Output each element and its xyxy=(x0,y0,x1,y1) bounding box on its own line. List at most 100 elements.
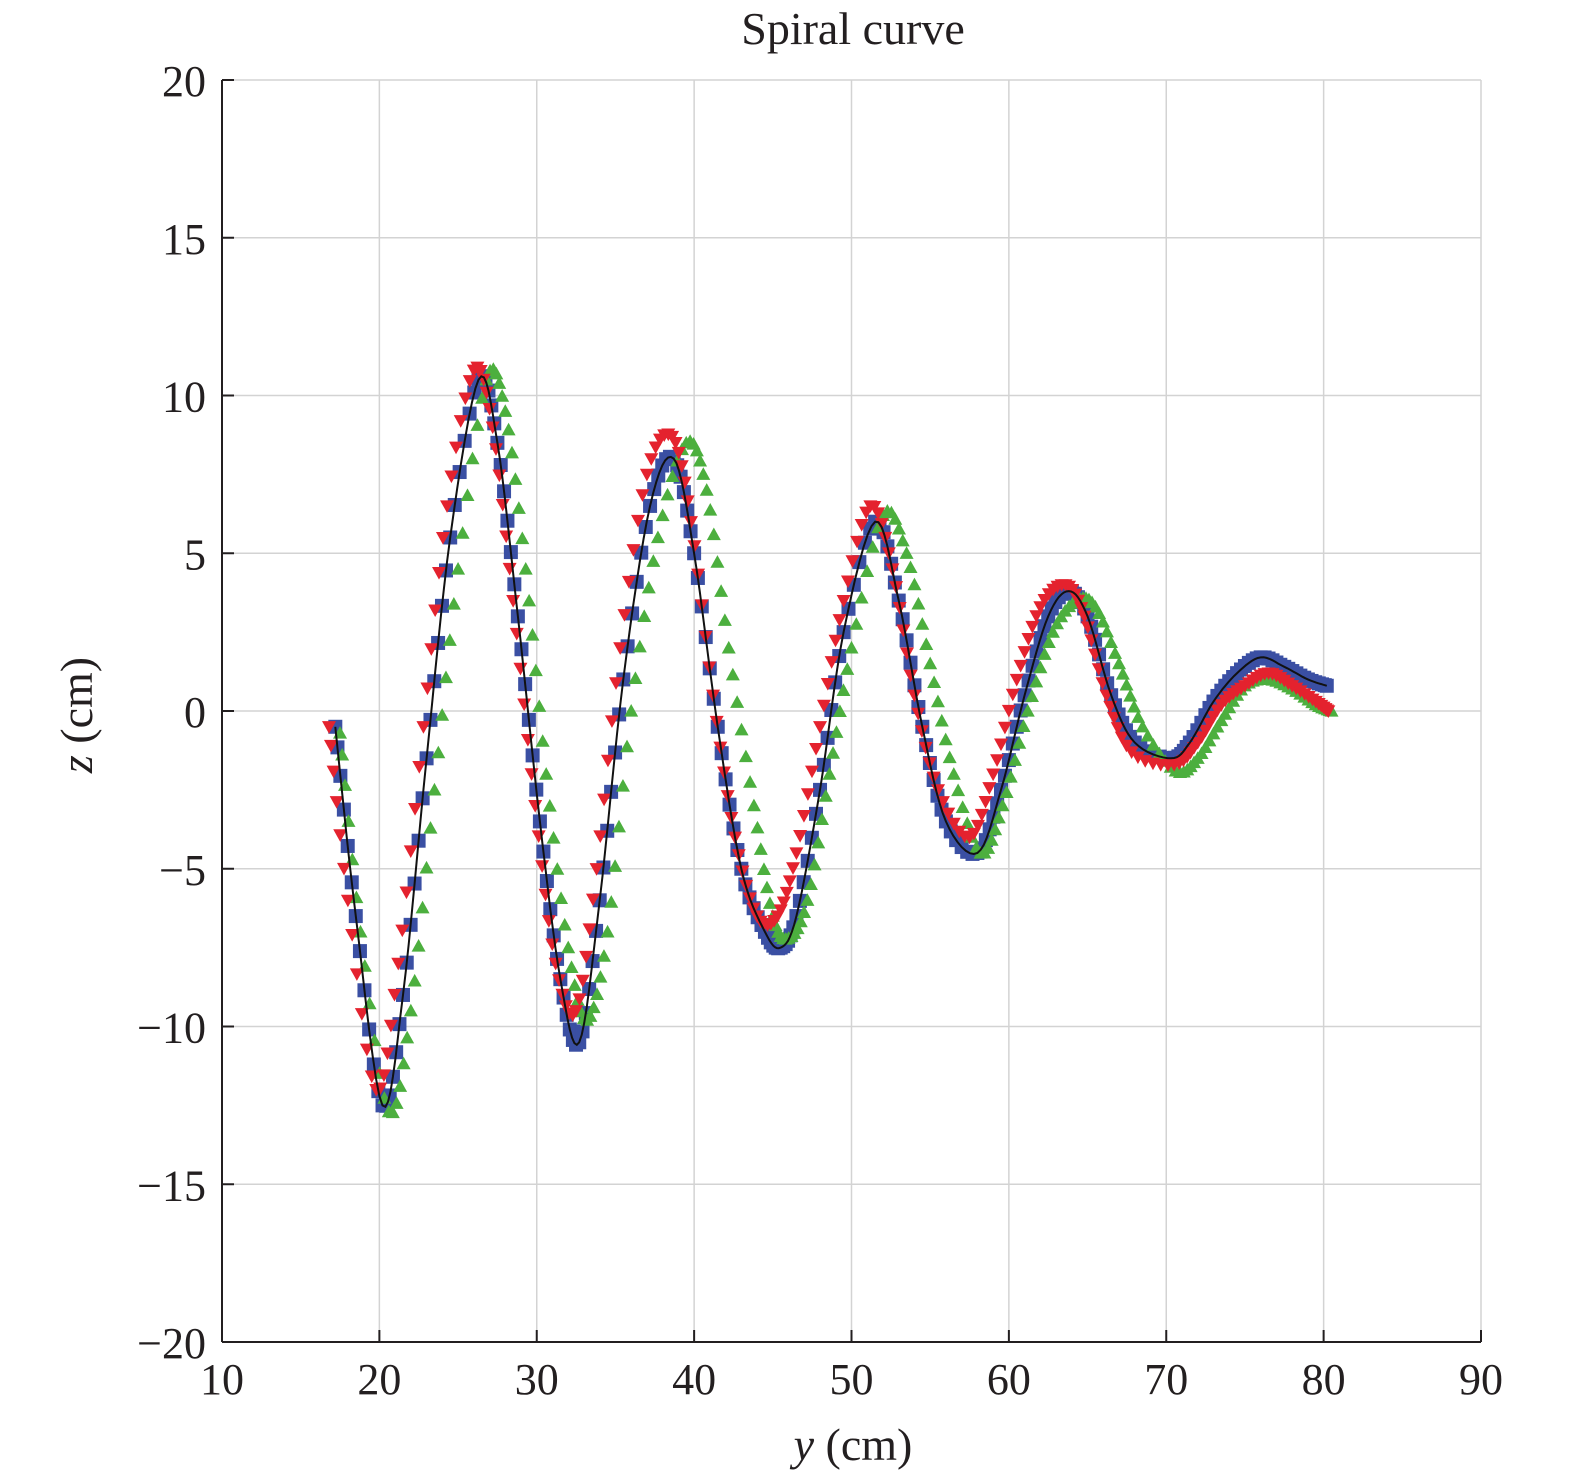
data-point xyxy=(349,968,364,981)
data-point xyxy=(820,677,835,691)
data-point xyxy=(492,469,507,483)
data-point xyxy=(333,829,348,842)
data-point xyxy=(444,470,459,484)
data-point xyxy=(1025,620,1040,634)
data-point xyxy=(990,754,1005,767)
data-point xyxy=(391,957,406,971)
x-tick-label: 10 xyxy=(200,1355,244,1404)
data-point xyxy=(323,739,338,753)
data-point xyxy=(407,973,422,987)
data-point xyxy=(546,831,561,844)
data-point xyxy=(832,704,847,717)
data-point xyxy=(934,713,949,727)
data-point xyxy=(646,554,661,567)
data-point xyxy=(482,403,497,416)
x-tick-label: 50 xyxy=(830,1355,874,1404)
data-point xyxy=(508,472,523,485)
data-point xyxy=(419,860,434,874)
data-point xyxy=(918,741,933,755)
data-point xyxy=(793,829,808,843)
data-point xyxy=(611,819,626,833)
data-point xyxy=(699,483,714,496)
data-point xyxy=(492,376,507,389)
data-point xyxy=(982,782,997,795)
data-point xyxy=(637,609,652,622)
x-axis-unit: (cm) xyxy=(814,1419,912,1470)
data-point xyxy=(860,564,875,577)
data-point xyxy=(1001,704,1016,718)
data-point xyxy=(435,532,450,545)
data-point xyxy=(1020,704,1035,717)
data-point xyxy=(504,445,519,459)
data-point xyxy=(473,365,488,378)
data-point xyxy=(389,1096,404,1109)
data-point xyxy=(626,544,641,557)
data-point xyxy=(561,940,576,954)
x-tick-label: 70 xyxy=(1144,1355,1188,1404)
data-point xyxy=(750,820,765,834)
data-point xyxy=(1005,688,1020,702)
data-point xyxy=(585,893,600,907)
data-point xyxy=(867,500,882,514)
data-point xyxy=(535,734,550,747)
data-point xyxy=(1017,646,1032,659)
data-point xyxy=(1099,624,1114,638)
data-point xyxy=(919,637,934,651)
data-point xyxy=(903,669,918,683)
data-point xyxy=(714,584,729,597)
data-point xyxy=(759,880,774,894)
data-point xyxy=(927,675,942,689)
data-point xyxy=(845,555,860,568)
data-point xyxy=(818,789,833,802)
data-point xyxy=(557,917,572,931)
data-point xyxy=(420,682,435,696)
data-point xyxy=(1071,594,1086,608)
data-point xyxy=(621,575,636,589)
x-tick-label: 60 xyxy=(987,1355,1031,1404)
data-point xyxy=(502,562,517,576)
data-point xyxy=(460,488,475,502)
data-point xyxy=(548,957,563,971)
data-point xyxy=(1112,656,1127,670)
y-tick-label: −15 xyxy=(137,1161,206,1210)
data-point xyxy=(762,896,777,909)
data-point xyxy=(941,807,956,821)
data-point xyxy=(793,914,808,928)
data-point xyxy=(746,798,761,812)
data-point xyxy=(717,613,732,626)
data-point xyxy=(815,812,830,826)
data-point xyxy=(604,895,619,908)
data-point xyxy=(779,886,794,900)
data-point xyxy=(479,386,494,400)
data-point xyxy=(617,609,632,622)
data-point xyxy=(501,422,516,436)
data-point xyxy=(1218,707,1233,720)
x-tick-label: 40 xyxy=(672,1355,716,1404)
y-tick-label: −5 xyxy=(159,846,206,895)
data-point xyxy=(453,415,468,428)
data-point xyxy=(655,508,670,522)
data-point xyxy=(1012,736,1027,749)
data-point xyxy=(506,594,521,608)
data-point xyxy=(942,750,957,764)
data-point xyxy=(840,575,855,589)
chart-title: Spiral curve xyxy=(741,3,965,54)
data-point xyxy=(865,540,880,553)
data-point xyxy=(438,670,453,684)
data-point xyxy=(1127,699,1142,713)
data-point xyxy=(641,580,656,594)
data-point xyxy=(1119,739,1134,753)
data-point xyxy=(895,533,910,547)
y-tick-label: 10 xyxy=(162,373,206,422)
data-point xyxy=(683,516,698,529)
data-point xyxy=(753,842,768,855)
data-point xyxy=(828,634,843,648)
data-point xyxy=(986,768,1001,782)
data-point xyxy=(427,782,442,796)
data-point xyxy=(395,924,410,938)
data-point xyxy=(854,590,869,604)
data-point xyxy=(1114,731,1129,745)
data-point xyxy=(907,577,922,591)
series-triangle-down xyxy=(322,361,1336,1097)
series-square xyxy=(328,369,1334,1113)
